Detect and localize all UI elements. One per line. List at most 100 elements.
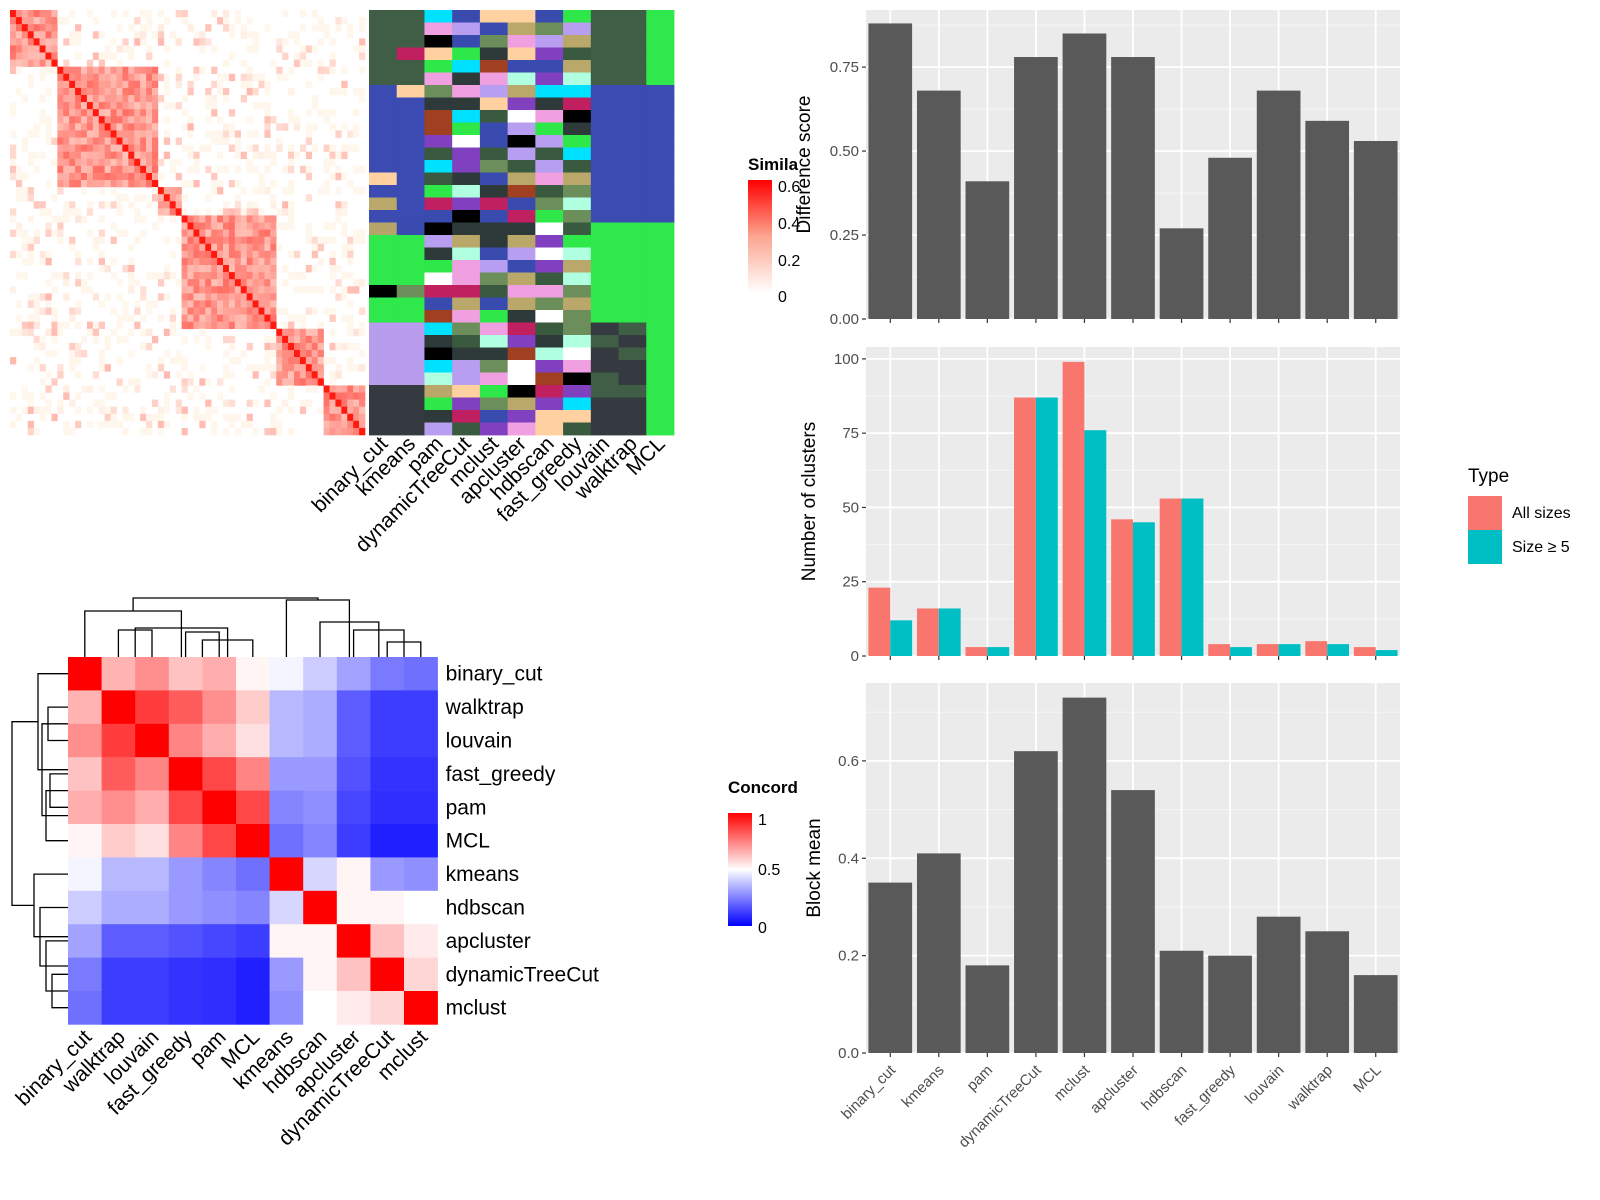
concordance-cell <box>269 790 304 825</box>
similarity-cell <box>335 265 342 273</box>
concordance-cell <box>404 790 438 825</box>
similarity-cell <box>193 38 200 46</box>
similarity-cell <box>329 378 336 386</box>
similarity-cell <box>98 187 105 195</box>
similarity-cell <box>317 24 324 32</box>
similarity-cell <box>359 364 366 372</box>
concordance-cell <box>135 657 170 691</box>
similarity-cell <box>329 427 336 436</box>
similarity-cell <box>146 172 153 181</box>
similarity-cell <box>223 59 230 67</box>
similarity-cell <box>134 17 141 25</box>
similarity-cell <box>15 229 23 237</box>
similarity-cell <box>110 109 117 117</box>
annotation-cell <box>479 72 509 86</box>
similarity-cell <box>264 378 271 386</box>
similarity-cell <box>288 109 295 117</box>
similarity-cell <box>45 116 52 124</box>
similarity-cell <box>288 385 295 393</box>
similarity-cell <box>110 420 117 429</box>
similarity-cell <box>21 24 29 32</box>
similarity-cell <box>146 17 153 25</box>
annotation-cell <box>646 347 675 361</box>
similarity-cell <box>211 222 218 230</box>
similarity-cell <box>187 144 194 152</box>
concordance-cell <box>135 957 170 992</box>
similarity-cell <box>217 321 224 330</box>
similarity-cell <box>98 300 105 308</box>
similarity-cell <box>63 151 70 160</box>
similarity-cell <box>157 406 165 415</box>
similarity-cell <box>75 24 82 32</box>
x-tick-label: MCL <box>1350 1062 1384 1096</box>
similarity-cell <box>323 399 330 407</box>
similarity-cell <box>146 80 153 89</box>
similarity-cell <box>246 420 253 429</box>
similarity-cell <box>234 314 242 322</box>
similarity-cell <box>110 222 117 230</box>
annotation-cell <box>535 335 564 348</box>
annotation-cell <box>646 60 675 73</box>
similarity-cell <box>359 399 366 407</box>
similarity-cell <box>252 201 259 209</box>
similarity-cell <box>152 187 159 195</box>
annotation-cell <box>618 285 647 298</box>
similarity-cell <box>252 371 259 379</box>
similarity-cell <box>205 236 212 245</box>
similarity-cell <box>81 180 88 188</box>
similarity-cell <box>104 52 111 60</box>
similarity-cell <box>246 250 253 259</box>
annotation-cell <box>646 97 675 111</box>
similarity-cell <box>223 10 230 18</box>
similarity-cell <box>146 420 153 429</box>
similarity-cell <box>353 342 360 351</box>
similarity-cell <box>341 399 348 407</box>
concordance-cell <box>269 690 304 725</box>
similarity-cell <box>252 293 259 301</box>
similarity-cell <box>98 109 105 117</box>
similarity-cell <box>199 300 206 308</box>
annotation-cell <box>618 135 647 148</box>
similarity-cell <box>264 87 271 96</box>
similarity-cell <box>270 265 277 273</box>
similarity-cell <box>211 80 218 89</box>
similarity-cell <box>217 180 224 188</box>
similarity-cell <box>15 194 23 202</box>
similarity-cell <box>181 378 188 386</box>
similarity-cell <box>63 158 70 167</box>
similarity-cell <box>234 130 242 138</box>
similarity-cell <box>217 272 224 280</box>
similarity-cell <box>223 229 230 237</box>
concordance-cell <box>68 690 102 725</box>
similarity-cell <box>252 229 259 237</box>
bar <box>1305 931 1350 1053</box>
similarity-cell <box>39 17 46 25</box>
similarity-cell <box>329 109 336 117</box>
top-dendrogram-root <box>132 597 319 611</box>
similarity-cell <box>311 307 318 315</box>
annotation-cell <box>563 60 592 73</box>
similarity-cell <box>110 406 117 415</box>
similarity-cell <box>299 371 307 379</box>
similarity-cell <box>63 130 70 138</box>
bar-all-sizes <box>1159 498 1182 656</box>
similarity-cell <box>157 10 165 18</box>
similarity-cell <box>51 137 58 145</box>
similarity-cell <box>305 229 313 237</box>
similarity-cell <box>205 406 212 415</box>
similarity-cell <box>104 73 111 82</box>
similarity-cell <box>39 95 46 103</box>
similarity-cell <box>252 38 259 46</box>
similarity-cell <box>140 123 147 131</box>
similarity-cell <box>294 378 301 386</box>
similarity-cell <box>282 187 289 195</box>
annotation-cell <box>563 397 592 411</box>
similarity-cell <box>110 201 117 209</box>
concordance-legend-colorbar <box>728 813 752 926</box>
annotation-cell <box>618 222 647 236</box>
similarity-cell <box>86 272 94 280</box>
similarity-cell <box>311 250 318 259</box>
similarity-cell <box>98 399 105 407</box>
similarity-cell <box>57 406 64 415</box>
